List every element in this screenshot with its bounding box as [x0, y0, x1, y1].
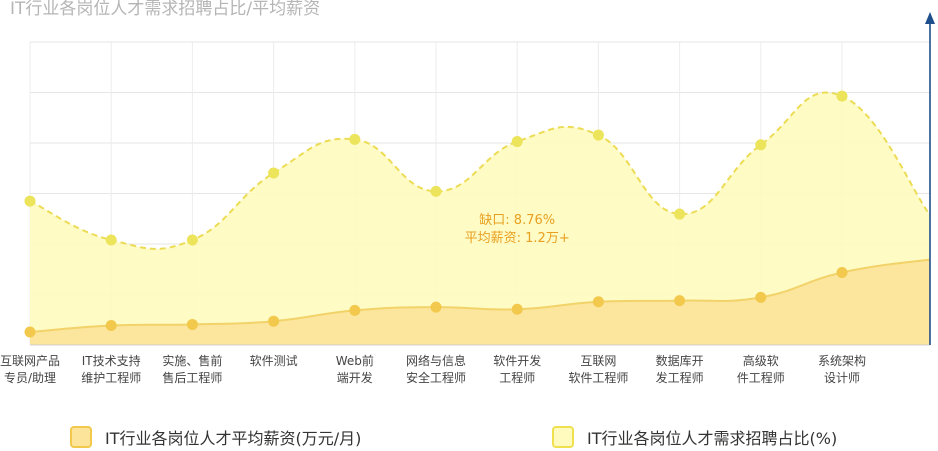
x-tick-label: 端开发	[337, 370, 373, 385]
x-tick-label: 售后工程师	[162, 370, 222, 385]
chart-title: IT行业各岗位人才需求招聘占比/平均薪资	[10, 0, 321, 19]
x-tick-label: 发工程师	[656, 370, 704, 385]
legend-item-salary[interactable]: IT行业各岗位人才平均薪资(万元/月)	[70, 425, 361, 449]
x-tick-label: IT技术支持	[82, 353, 141, 368]
legend-label-salary: IT行业各岗位人才平均薪资(万元/月)	[105, 429, 362, 448]
x-tick-label: 互联网产品	[0, 354, 60, 368]
data-point-salary-0	[24, 326, 36, 338]
y-axis-arrowhead	[925, 12, 935, 24]
data-point-demand-7	[592, 129, 604, 141]
annotation-label: 缺口: 8.76%	[479, 213, 555, 228]
data-point-demand-8	[674, 208, 686, 220]
x-tick-label: 工程师	[499, 370, 535, 385]
x-tick-label: 互联网	[580, 354, 616, 368]
data-point-demand-2	[186, 234, 198, 246]
data-point-salary-10	[836, 266, 848, 278]
x-tick-label: Web前	[336, 353, 374, 368]
x-tick-label: 件工程师	[737, 370, 785, 385]
x-tick-label: 高级软	[743, 353, 779, 368]
data-point-salary-9	[755, 291, 767, 303]
data-point-salary-3	[268, 315, 280, 327]
x-tick-label: 网络与信息	[406, 353, 466, 368]
data-point-demand-9	[755, 139, 767, 151]
data-point-salary-1	[105, 320, 117, 332]
x-tick-label: 系统架构	[818, 353, 866, 368]
annotation-label: 平均薪资: 1.2万+	[465, 231, 570, 246]
legend-swatch-salary	[70, 426, 92, 448]
data-point-salary-8	[674, 295, 686, 307]
data-point-demand-10	[836, 90, 848, 102]
legend-label-demand: IT行业各岗位人才需求招聘占比(%)	[587, 429, 838, 448]
x-tick-label: 软件测试	[250, 353, 298, 368]
data-point-demand-3	[268, 167, 280, 179]
data-point-salary-5	[430, 301, 442, 313]
legend-item-demand[interactable]: IT行业各岗位人才需求招聘占比(%)	[552, 425, 837, 449]
data-point-demand-6	[511, 136, 523, 148]
x-tick-label: 数据库开	[656, 353, 704, 368]
x-tick-label: 安全工程师	[406, 370, 466, 385]
x-tick-label: 专员/助理	[4, 370, 56, 385]
data-point-salary-4	[349, 304, 361, 316]
data-point-salary-7	[592, 296, 604, 308]
series-area-salary	[30, 259, 930, 345]
x-tick-label: 设计师	[824, 371, 860, 385]
data-point-demand-5	[430, 185, 442, 197]
data-point-salary-6	[511, 303, 523, 315]
x-tick-label: 维护工程师	[81, 370, 141, 385]
legend-swatch-demand	[552, 426, 574, 448]
x-tick-label: 软件开发	[493, 353, 541, 368]
x-tick-label: 实施、售前	[162, 353, 222, 368]
data-point-demand-4	[349, 133, 361, 145]
data-point-demand-1	[105, 234, 117, 246]
data-point-demand-0	[24, 195, 36, 207]
data-point-salary-2	[186, 318, 198, 330]
series-area-demand	[30, 92, 930, 345]
series-line-salary	[29, 258, 931, 334]
x-tick-label: 软件工程师	[568, 370, 628, 385]
